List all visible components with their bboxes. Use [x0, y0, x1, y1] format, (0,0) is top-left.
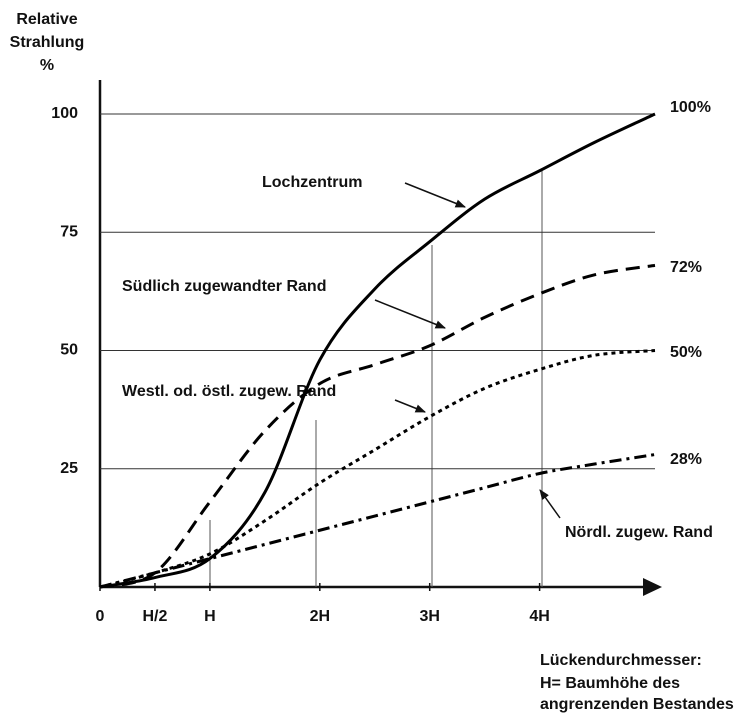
series-line [99, 263, 656, 589]
x-tick-label: H [204, 608, 216, 625]
series-line [99, 349, 656, 589]
y-tick-label: 100 [51, 105, 78, 122]
x-axis-arrow [643, 578, 662, 596]
x-axis-label: H= Baumhöhe des [540, 675, 680, 692]
arrow [394, 399, 426, 413]
end-label: 50% [670, 344, 702, 361]
x-tick-label: 0 [96, 608, 105, 625]
y-tick-label: 50 [60, 342, 78, 359]
x-axis-label: Lückendurchmesser: [540, 652, 702, 669]
y-axis-label: % [40, 57, 54, 74]
x-tick-label: 4H [529, 608, 549, 625]
series-label: Nördl. zugew. Rand [565, 524, 713, 541]
x-tick-label: 2H [310, 608, 330, 625]
end-label: 72% [670, 259, 702, 276]
end-label: 28% [670, 451, 702, 468]
x-axis-label: angrenzenden Bestandes [540, 696, 734, 713]
x-tick-label: H/2 [142, 608, 167, 625]
arrow [539, 489, 561, 519]
x-tick-label: 3H [419, 608, 439, 625]
series-label: Südlich zugewandter Rand [122, 278, 326, 295]
y-axis-label: Strahlung [10, 34, 85, 51]
arrow [374, 299, 446, 329]
series-line [99, 453, 656, 589]
y-tick-label: 75 [60, 223, 78, 240]
y-tick-label: 25 [60, 460, 78, 477]
series-label: Westl. od. östl. zugew. Rand [122, 383, 336, 400]
arrow [404, 182, 466, 208]
series-label: Lochzentrum [262, 174, 362, 191]
y-axis-label: Relative [16, 11, 77, 28]
end-label: 100% [670, 99, 711, 116]
layout [98, 80, 662, 596]
